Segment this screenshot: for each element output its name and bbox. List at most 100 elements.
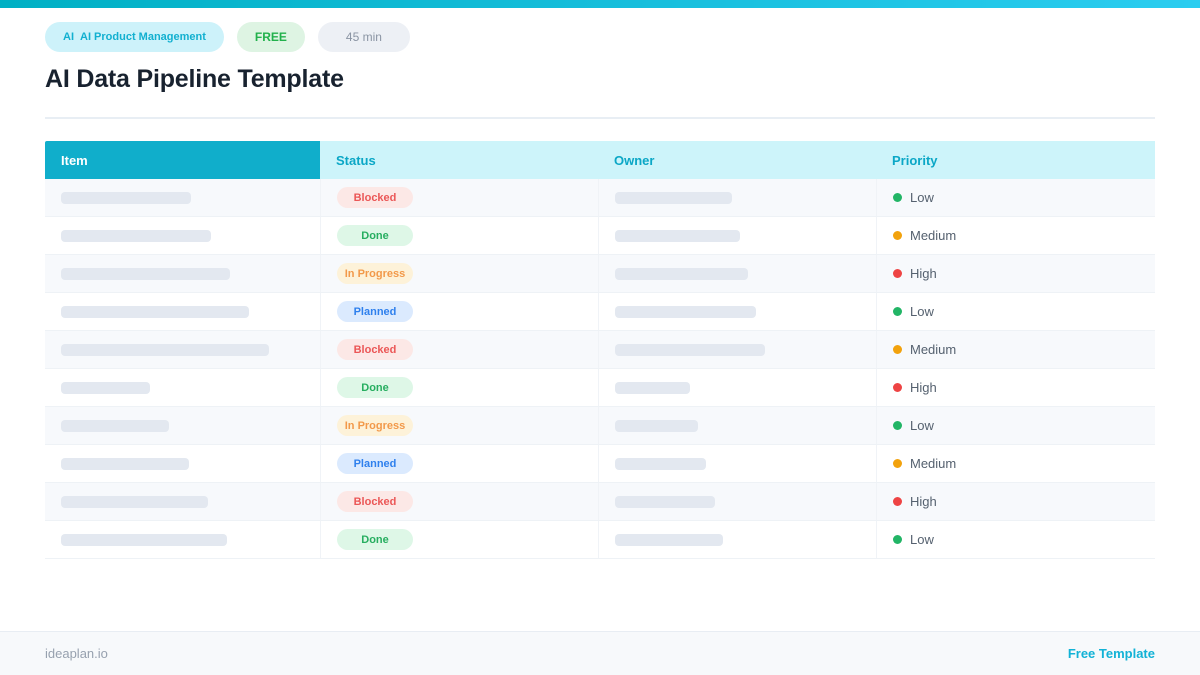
table-row: Blocked Low: [45, 179, 1155, 217]
free-badge: FREE: [236, 22, 305, 52]
table-row: Planned Low: [45, 293, 1155, 331]
item-cell: [45, 521, 320, 558]
priority-label: Low: [910, 190, 934, 205]
item-cell: [45, 217, 320, 254]
priority-cell: High: [876, 369, 1155, 406]
item-cell: [45, 255, 320, 292]
item-cell: [45, 179, 320, 216]
owner-cell: [598, 521, 876, 558]
table-header-row: Item Status Owner Priority: [45, 141, 1155, 179]
top-accent-bar: [0, 0, 1200, 8]
item-placeholder-bar: [61, 533, 227, 546]
priority-dot-icon: [893, 459, 902, 468]
table-row: Done High: [45, 369, 1155, 407]
owner-placeholder-bar: [615, 419, 698, 432]
priority-label: High: [910, 494, 937, 509]
priority-dot-icon: [893, 535, 902, 544]
priority-cell: Medium: [876, 445, 1155, 482]
status-badge: Done: [337, 529, 413, 550]
status-badge: Blocked: [337, 491, 413, 512]
priority-dot-icon: [893, 193, 902, 202]
status-cell: Blocked: [320, 331, 598, 368]
duration-badge: 45 min: [317, 22, 410, 52]
status-cell: In Progress: [320, 407, 598, 444]
owner-placeholder-bar: [615, 267, 748, 280]
item-cell: [45, 483, 320, 520]
priority-label: Low: [910, 304, 934, 319]
item-placeholder-bar: [61, 305, 249, 318]
page-footer: ideaplan.io Free Template: [0, 631, 1200, 675]
column-header-priority: Priority: [876, 141, 1155, 179]
page-content: AI AI Product Management FREE 45 min AI …: [0, 22, 1200, 559]
column-header-owner: Owner: [598, 141, 876, 179]
priority-cell: High: [876, 255, 1155, 292]
priority-dot-icon: [893, 421, 902, 430]
owner-placeholder-bar: [615, 343, 765, 356]
owner-cell: [598, 217, 876, 254]
priority-dot-icon: [893, 497, 902, 506]
priority-cell: Low: [876, 293, 1155, 330]
item-placeholder-bar: [61, 495, 208, 508]
priority-dot-icon: [893, 231, 902, 240]
status-cell: Done: [320, 521, 598, 558]
item-cell: [45, 407, 320, 444]
item-placeholder-bar: [61, 229, 211, 242]
owner-cell: [598, 255, 876, 292]
priority-label: Medium: [910, 456, 957, 471]
status-badge: In Progress: [337, 415, 413, 436]
item-placeholder-bar: [61, 267, 230, 280]
status-badge: Done: [337, 225, 413, 246]
category-badge-label: AI Product Management: [80, 31, 206, 43]
status-cell: In Progress: [320, 255, 598, 292]
priority-label: High: [910, 266, 937, 281]
badge-row: AI AI Product Management FREE 45 min: [45, 22, 1155, 52]
ai-icon: AI: [63, 31, 74, 43]
status-badge: Planned: [337, 301, 413, 322]
table-body: Blocked Low Done Medium In Progress: [45, 179, 1155, 559]
owner-cell: [598, 331, 876, 368]
owner-placeholder-bar: [615, 229, 740, 242]
category-badge[interactable]: AI AI Product Management: [45, 22, 224, 52]
priority-dot-icon: [893, 269, 902, 278]
table-row: Blocked High: [45, 483, 1155, 521]
item-placeholder-bar: [61, 343, 269, 356]
template-table: Item Status Owner Priority Blocked Low D…: [45, 141, 1155, 559]
status-badge: In Progress: [337, 263, 413, 284]
owner-cell: [598, 179, 876, 216]
status-cell: Blocked: [320, 179, 598, 216]
owner-cell: [598, 445, 876, 482]
item-cell: [45, 331, 320, 368]
table-row: In Progress High: [45, 255, 1155, 293]
priority-cell: Low: [876, 179, 1155, 216]
priority-cell: Low: [876, 407, 1155, 444]
priority-label: Medium: [910, 342, 957, 357]
priority-cell: Low: [876, 521, 1155, 558]
owner-cell: [598, 483, 876, 520]
item-placeholder-bar: [61, 457, 189, 470]
column-header-item: Item: [45, 141, 320, 179]
status-cell: Done: [320, 369, 598, 406]
status-badge: Blocked: [337, 187, 413, 208]
page-title: AI Data Pipeline Template: [45, 65, 344, 93]
table-row: Blocked Medium: [45, 331, 1155, 369]
owner-cell: [598, 369, 876, 406]
priority-label: Low: [910, 532, 934, 547]
item-placeholder-bar: [61, 419, 169, 432]
priority-label: High: [910, 380, 937, 395]
item-cell: [45, 445, 320, 482]
status-badge: Blocked: [337, 339, 413, 360]
owner-placeholder-bar: [615, 381, 690, 394]
item-placeholder-bar: [61, 381, 150, 394]
status-cell: Planned: [320, 293, 598, 330]
free-template-link[interactable]: Free Template: [1067, 646, 1155, 661]
priority-cell: Medium: [876, 331, 1155, 368]
title-divider: [45, 117, 1155, 119]
column-header-status: Status: [320, 141, 598, 179]
owner-placeholder-bar: [615, 495, 715, 508]
priority-label: Medium: [910, 228, 957, 243]
table-row: Planned Medium: [45, 445, 1155, 483]
owner-placeholder-bar: [615, 533, 723, 546]
table-row: In Progress Low: [45, 407, 1155, 445]
priority-dot-icon: [893, 383, 902, 392]
owner-placeholder-bar: [615, 191, 732, 204]
